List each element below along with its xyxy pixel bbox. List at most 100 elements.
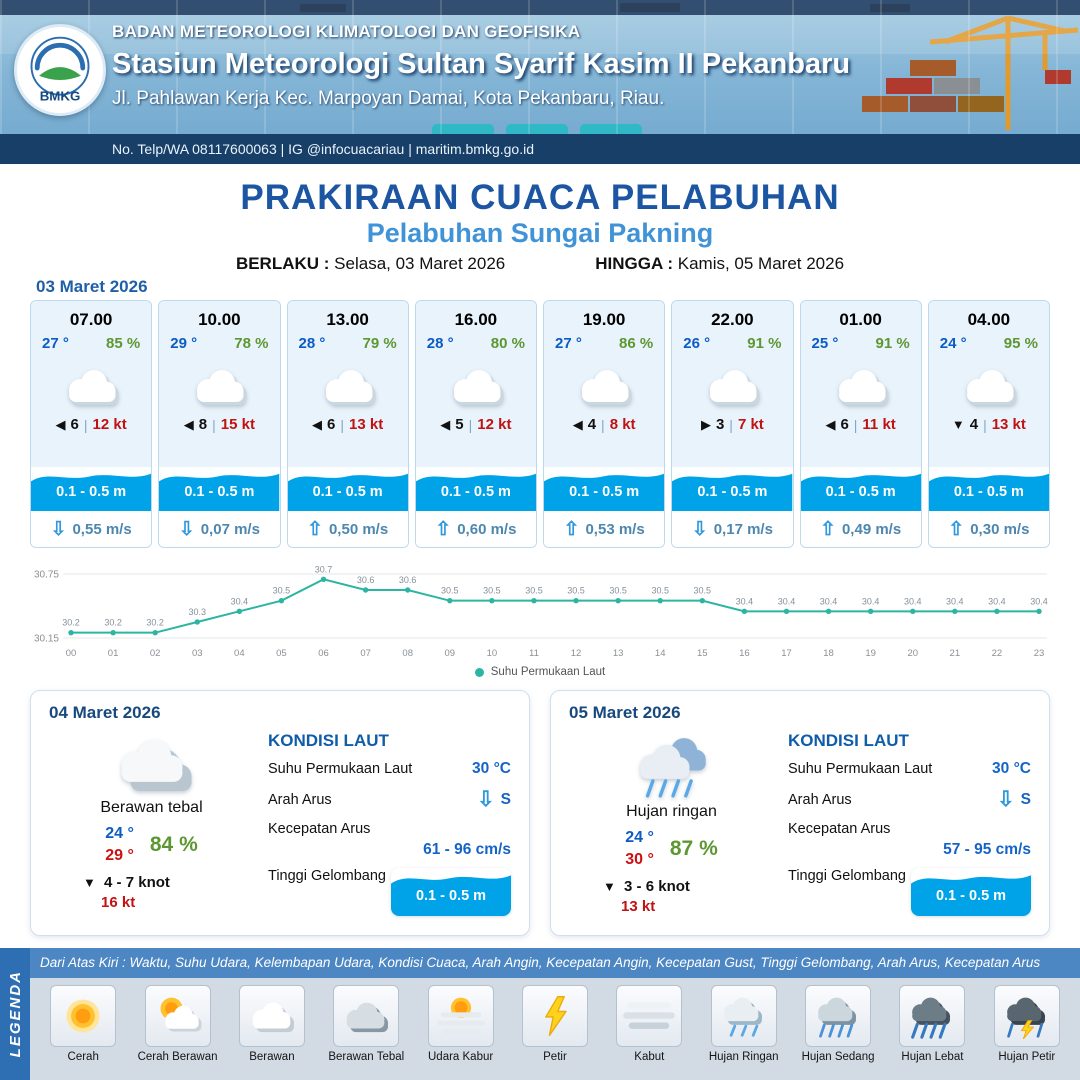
max-temperature: 30 ° (625, 850, 654, 868)
svg-text:12: 12 (571, 648, 582, 659)
wave-height-label: Tinggi Gelombang (268, 868, 386, 884)
humidity: 91 % (747, 335, 782, 352)
humidity: 86 % (619, 335, 654, 352)
hingga-label: HINGGA : (595, 254, 673, 273)
wave-height-value: 0.1 - 0.5 m (935, 888, 1007, 904)
current-speed-value: 0,60 m/s (457, 520, 517, 538)
wave-height-band: 0.1 - 0.5 m (287, 467, 408, 511)
svg-text:30.5: 30.5 (609, 586, 627, 596)
wave-height-value: 0.1 - 0.5 m (312, 484, 383, 500)
wind-direction-icon: ▼ (83, 875, 96, 891)
current-speed-value: 0,55 m/s (72, 520, 132, 538)
svg-text:06: 06 (318, 648, 329, 659)
svg-text:30.5: 30.5 (273, 586, 291, 596)
cloudy-icon (252, 1002, 294, 1033)
wind-speed-value: 5 (455, 416, 464, 433)
partly-cloudy-icon (160, 997, 202, 1032)
svg-text:30.5: 30.5 (441, 586, 459, 596)
thick-cloud-icon (120, 739, 192, 792)
current-direction-label: Arah Arus (268, 791, 332, 808)
poster-title: PRAKIRAAN CUACA PELABUHAN (240, 178, 840, 217)
air-temperature: 24 ° (939, 335, 967, 352)
wave-height-value: 0.1 - 0.5 m (697, 484, 768, 500)
svg-text:20: 20 (907, 648, 918, 659)
station-name: Stasiun Meteorologi Sultan Syarif Kasim … (112, 48, 851, 80)
svg-text:22: 22 (992, 648, 1003, 659)
hourly-forecast-card: 16.00 28 ° 80 % ◀ 5 | 12 kt 0.1 - 0.5 m (414, 300, 537, 548)
svg-text:09: 09 (444, 648, 455, 659)
wind-direction-icon: ◀ (440, 416, 451, 432)
haze-icon (436, 997, 485, 1034)
wave-height-value: 0.1 - 0.5 m (569, 484, 640, 500)
wind-gust-value: 12 kt (477, 416, 512, 433)
sst-label: Suhu Permukaan Laut (788, 761, 933, 777)
svg-text:30.5: 30.5 (694, 586, 712, 596)
air-temperature: 29 ° (170, 335, 198, 352)
max-temperature: 29 ° (105, 846, 134, 864)
daily-date: 05 Maret 2026 (569, 703, 681, 722)
air-temperature: 28 ° (426, 335, 454, 352)
current-direction-icon: ⇧ (307, 518, 323, 540)
wind-gust-value: 16 kt (101, 894, 136, 912)
cloudy-weather-icon (325, 370, 376, 405)
svg-text:11: 11 (529, 648, 539, 659)
hourly-forecast-card: 01.00 25 ° 91 % ◀ 6 | 11 kt 0.1 - 0.5 m (799, 300, 922, 548)
legend-item: Kabut (604, 985, 694, 1073)
wind-speed-value: 6 (327, 416, 336, 433)
forecast-time: 07.00 (69, 310, 113, 329)
svg-text:15: 15 (697, 648, 708, 659)
svg-text:30.4: 30.4 (778, 596, 796, 606)
wave-height-label: Tinggi Gelombang (788, 868, 906, 884)
humidity: 78 % (234, 335, 269, 352)
svg-text:30.5: 30.5 (651, 586, 669, 596)
sea-condition-title: KONDISI LAUT (788, 731, 909, 750)
cloudy-weather-icon (838, 370, 889, 405)
svg-text:23: 23 (1034, 648, 1045, 659)
sst-label: Suhu Permukaan Laut (268, 761, 413, 777)
heavy-rain-icon (911, 997, 951, 1039)
lightning-icon (545, 995, 567, 1037)
wave-height-band: 0.1 - 0.5 m (911, 868, 1031, 916)
harbor-illustration (0, 0, 1080, 137)
svg-text:05: 05 (276, 648, 287, 659)
fog-icon (623, 1002, 676, 1029)
wave-height-value: 0.1 - 0.5 m (825, 484, 896, 500)
hourly-forecast-row: 07.00 27 ° 85 % ◀ 6 | 12 kt 0.1 - 0.5 m (30, 300, 1050, 548)
svg-text:30.2: 30.2 (62, 618, 80, 628)
svg-text:16: 16 (739, 648, 750, 659)
wind-direction-icon: ◀ (312, 416, 323, 432)
daily-forecast-card: 04 Maret 2026 Berawan tebal 24 ° 29 ° 84… (30, 690, 530, 936)
forecast-time: 01.00 (839, 310, 882, 329)
svg-text:30.2: 30.2 (104, 618, 122, 628)
legend-title-strip: LEGENDA (0, 948, 30, 1080)
cloudy-weather-icon (69, 370, 119, 405)
svg-text:30.4: 30.4 (231, 596, 249, 606)
wind-direction-icon: ▶ (700, 416, 711, 432)
overcast-icon (346, 1002, 389, 1033)
svg-text:30.5: 30.5 (567, 586, 585, 596)
separator: | (468, 416, 473, 433)
contact-bar: No. Telp/WA 08117600063 | IG @infocuacar… (0, 134, 1080, 164)
svg-text:30.75: 30.75 (34, 570, 59, 581)
legend-item: Berawan (227, 985, 317, 1073)
humidity: 91 % (875, 335, 910, 352)
port-name: Pelabuhan Sungai Pakning (366, 218, 714, 248)
humidity: 87 % (669, 836, 718, 860)
current-speed-value: 57 - 95 cm/s (943, 841, 1031, 858)
svg-text:02: 02 (150, 648, 161, 659)
wind-direction-icon: ▼ (603, 879, 616, 895)
station-address: Jl. Pahlawan Kerja Kec. Marpoyan Damai, … (112, 88, 665, 109)
wind-gust-value: 13 kt (991, 416, 1026, 433)
wind-speed-value: 8 (198, 416, 208, 433)
air-temperature: 26 ° (683, 335, 711, 352)
legend-item: Hujan Lebat (887, 985, 977, 1073)
svg-text:30.4: 30.4 (1030, 596, 1048, 606)
wind-gust-value: 12 kt (92, 416, 127, 433)
wave-height-band: 0.1 - 0.5 m (31, 467, 152, 511)
svg-text:30.5: 30.5 (525, 586, 543, 596)
legend-item: Udara Kabur (415, 985, 505, 1073)
daily-forecast-card: 05 Maret 2026 Hujan ringan 24 ° (550, 690, 1050, 936)
svg-text:30.6: 30.6 (357, 575, 375, 585)
current-direction-icon: ⇧ (948, 518, 965, 540)
wave-height-value: 0.1 - 0.5 m (56, 484, 127, 500)
